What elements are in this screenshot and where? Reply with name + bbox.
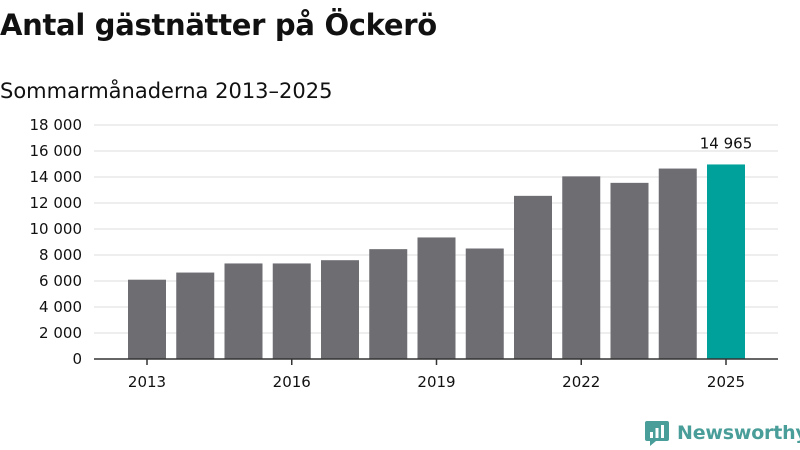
bar (562, 176, 601, 359)
y-tick-label: 4 000 (39, 298, 82, 316)
chart-title: Antal gästnätter på Öckerö (0, 8, 437, 42)
bar (417, 237, 456, 359)
y-tick-label: 8 000 (39, 246, 82, 264)
y-tick-label: 2 000 (39, 324, 82, 342)
bar (272, 263, 311, 359)
chart-subtitle: Sommarmånaderna 2013–2025 (0, 79, 333, 103)
y-tick-label: 18 000 (30, 116, 83, 134)
bar (514, 195, 552, 359)
bar (369, 249, 408, 359)
bar (224, 263, 263, 359)
y-tick-label: 6 000 (39, 272, 82, 290)
y-tick-label: 14 000 (30, 168, 83, 186)
bar (658, 168, 697, 359)
y-tick-label: 12 000 (30, 194, 83, 212)
x-tick-label: 2025 (707, 373, 745, 391)
x-tick-label: 2016 (273, 373, 311, 391)
y-tick-label: 0 (72, 350, 82, 368)
x-tick-label: 2022 (562, 373, 600, 391)
x-tick-label: 2013 (128, 373, 166, 391)
bar (465, 248, 504, 359)
newsworthy-logo: Newsworthy (644, 419, 800, 447)
newsworthy-logo-text: Newsworthy (677, 422, 800, 444)
bar (176, 272, 215, 359)
bar (321, 260, 359, 359)
bar (610, 182, 649, 359)
bar (128, 279, 166, 359)
bar-highlight (707, 164, 745, 359)
newsworthy-logo-icon (645, 421, 669, 446)
data-label: 14 965 (700, 134, 753, 152)
x-tick-label: 2019 (417, 373, 455, 391)
y-tick-label: 16 000 (30, 142, 83, 160)
y-tick-label: 10 000 (30, 220, 83, 238)
